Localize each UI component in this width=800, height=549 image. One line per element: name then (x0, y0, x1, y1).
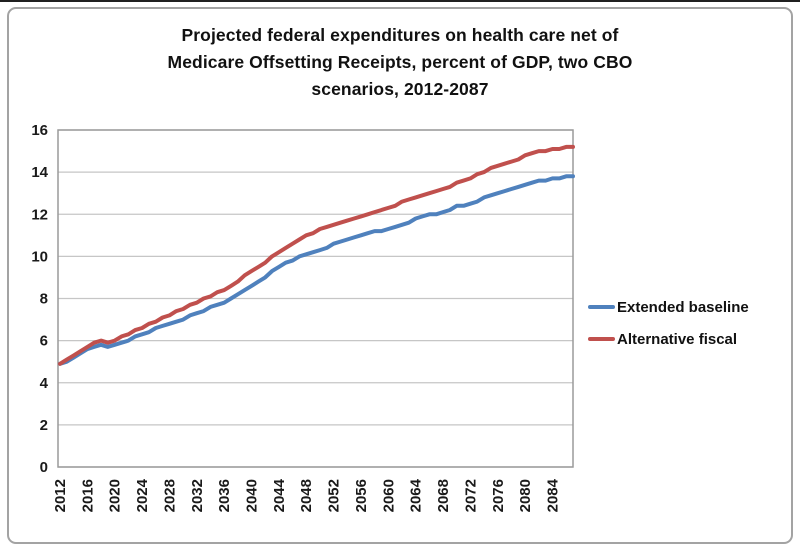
x-tick-label: 2056 (353, 479, 370, 512)
y-tick-label: 2 (40, 417, 48, 434)
x-tick-label: 2072 (462, 479, 479, 512)
y-tick-label: 0 (40, 459, 48, 476)
plot-border (57, 129, 574, 468)
extended-baseline-line-icon (588, 304, 615, 310)
legend-label-extended-baseline: Extended baseline (617, 298, 749, 316)
x-tick-label: 2048 (298, 479, 315, 512)
y-tick-label: 6 (40, 333, 48, 350)
series-line-0 (58, 174, 575, 366)
x-tick-label: 2084 (545, 478, 562, 512)
series-line-1 (58, 144, 575, 366)
x-tick-label: 2040 (244, 479, 261, 512)
x-tick-label: 2068 (435, 479, 452, 512)
x-tick-label: 2020 (107, 479, 124, 512)
x-tick-label: 2028 (161, 479, 178, 512)
x-tick-label: 2032 (189, 479, 206, 512)
window-top-edge (0, 0, 800, 2)
chart-title-line: scenarios, 2012-2087 (311, 79, 489, 99)
legend-item-alternative-fiscal: Alternative fiscal (588, 330, 749, 348)
legend-item-extended-baseline: Extended baseline (588, 298, 749, 316)
legend: Extended baseline Alternative fiscal (588, 298, 749, 362)
y-tick-label: 8 (40, 291, 48, 308)
x-tick-label: 2052 (326, 479, 343, 512)
x-tick-label: 2012 (52, 479, 69, 512)
chart-title: Projected federal expenditures on health… (0, 22, 800, 103)
x-tick-label: 2036 (216, 479, 233, 512)
y-tick-label: 12 (31, 206, 48, 223)
alternative-fiscal-line-icon (588, 336, 615, 342)
y-tick-label: 16 (31, 122, 48, 139)
x-tick-label: 2076 (490, 479, 507, 512)
chart-title-line: Projected federal expenditures on health… (181, 25, 619, 45)
chart-frame (7, 7, 793, 544)
x-tick-label: 2080 (517, 479, 534, 512)
x-tick-label: 2064 (408, 478, 425, 512)
legend-label-alternative-fiscal: Alternative fiscal (617, 330, 738, 348)
x-tick-label: 2016 (79, 479, 96, 512)
y-tick-label: 4 (40, 375, 49, 392)
x-tick-label: 2044 (271, 478, 288, 512)
x-tick-label: 2024 (134, 478, 151, 512)
y-tick-label: 14 (31, 164, 48, 181)
x-tick-label: 2060 (380, 479, 397, 512)
chart-title-line: Medicare Offsetting Receipts, percent of… (167, 52, 633, 72)
y-tick-label: 10 (31, 248, 48, 265)
